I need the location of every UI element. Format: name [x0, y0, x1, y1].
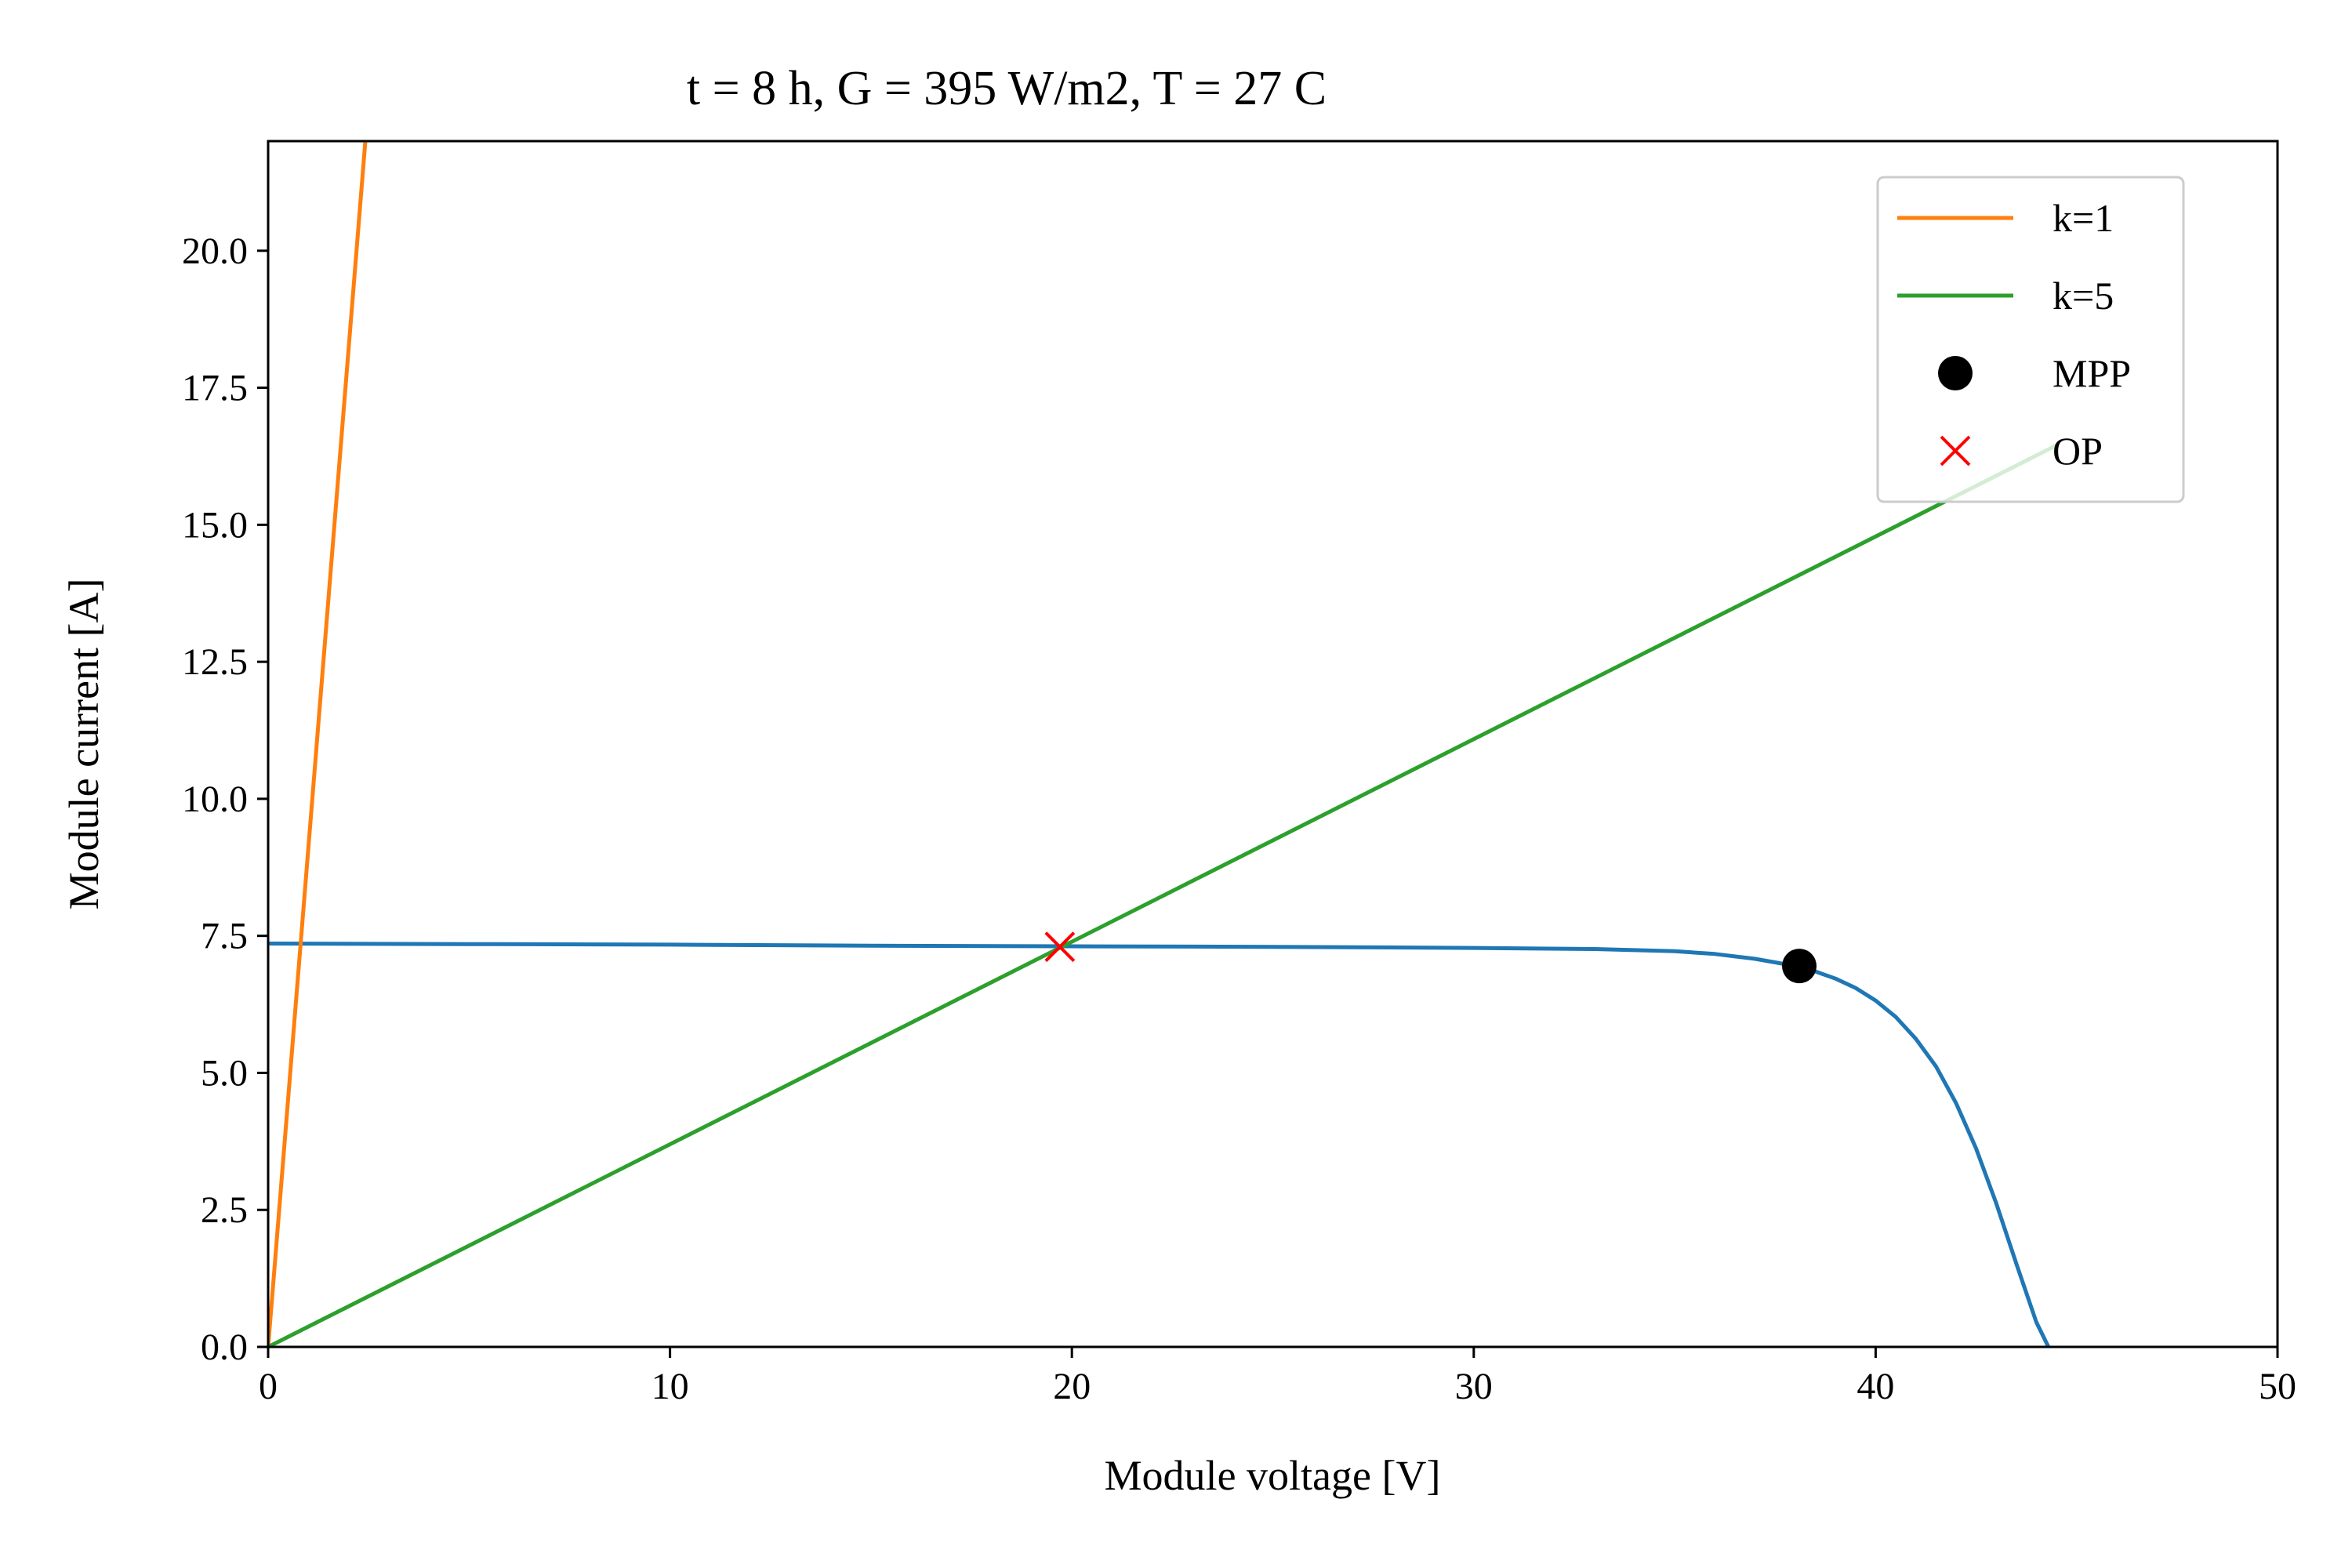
y-tick-label: 10.0: [182, 779, 248, 820]
x-tick-label: 20: [1053, 1366, 1091, 1407]
y-axis-ticks: 0.0 2.5 5.0 7.5 10.0 12.5 15.0 17.5 20.0: [182, 230, 268, 1368]
legend-entry-mpp: MPP: [1938, 351, 2131, 395]
y-tick-label: 7.5: [201, 916, 248, 957]
legend-swatch: [1938, 356, 1973, 390]
y-tick-label: 15.0: [182, 504, 248, 546]
series-line-k-1: [268, 141, 368, 1347]
legend-label: OP: [2053, 429, 2103, 473]
legend-label: k=5: [2053, 274, 2114, 318]
x-axis-label: Module voltage [V]: [1105, 1452, 1441, 1499]
marker-layer: [1044, 931, 1817, 984]
series-line-k-5: [268, 443, 2058, 1347]
x-tick-label: 30: [1455, 1366, 1493, 1407]
legend-entries: k=1 k=5 MPP OP: [1897, 196, 2131, 473]
plot-series: [268, 141, 2058, 1347]
x-tick-label: 50: [2259, 1366, 2296, 1407]
point-op: [1044, 931, 1076, 963]
y-tick-label: 0.0: [201, 1327, 248, 1368]
legend-label: MPP: [2053, 351, 2131, 395]
y-tick-label: 5.0: [201, 1052, 248, 1094]
legend: k=1 k=5 MPP OP: [1876, 176, 2185, 503]
y-tick-label: 17.5: [182, 368, 248, 409]
y-tick-label: 12.5: [182, 641, 248, 683]
legend-entry-op: OP: [1940, 429, 2103, 473]
legend-entry-k-1: k=1: [1897, 196, 2114, 240]
x-tick-label: 40: [1857, 1366, 1894, 1407]
plot-frame: [267, 140, 2279, 1348]
x-tick-label: 10: [652, 1366, 689, 1407]
x-axis-ticks: 0 10 20 30 40 50: [259, 1347, 2296, 1407]
y-axis-label: Module current [A]: [60, 579, 107, 910]
series-line-iv-curve: [268, 942, 2051, 1347]
y-tick-label: 20.0: [182, 230, 248, 272]
legend-label: k=1: [2053, 196, 2114, 240]
x-tick-label: 0: [259, 1366, 278, 1407]
legend-swatch: [1940, 435, 1971, 466]
legend-entry-k-5: k=5: [1897, 274, 2114, 318]
legend-box: [1876, 176, 2185, 503]
chart-title: t = 8 h, G = 395 W/m2, T = 27 C: [687, 62, 1327, 115]
point-mpp: [1782, 949, 1817, 984]
y-tick-label: 2.5: [201, 1189, 248, 1231]
